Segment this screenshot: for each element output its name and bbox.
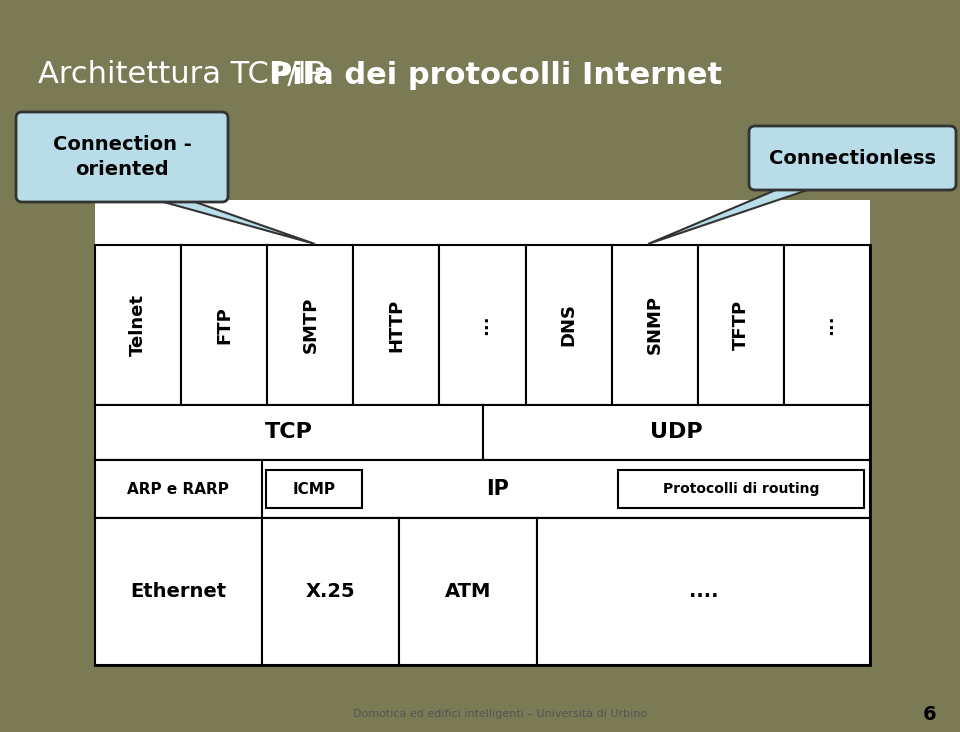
Text: X.25: X.25: [305, 582, 355, 601]
Text: TFTP: TFTP: [732, 300, 750, 350]
Text: ...: ...: [473, 315, 492, 335]
Bar: [95, 518, 262, 665]
Text: Domotica ed edifici intelligenti – Università di Urbino: Domotica ed edifici intelligenti – Unive…: [353, 709, 647, 720]
Bar: [538, 518, 870, 665]
Polygon shape: [142, 196, 315, 244]
Text: DNS: DNS: [560, 304, 578, 346]
Text: Ethernet: Ethernet: [131, 582, 227, 601]
Text: UDP: UDP: [650, 422, 703, 443]
Bar: [181, 245, 267, 405]
Bar: [618, 470, 864, 508]
Text: IP: IP: [487, 479, 510, 499]
Text: ARP e RARP: ARP e RARP: [128, 482, 229, 496]
Bar: [525, 245, 612, 405]
Bar: [267, 245, 353, 405]
Text: SNMP: SNMP: [646, 296, 663, 354]
Bar: [95, 245, 870, 665]
Bar: [698, 245, 784, 405]
Bar: [95, 460, 870, 518]
Text: Connection -
oriented: Connection - oriented: [53, 135, 191, 179]
Text: HTTP: HTTP: [388, 299, 405, 351]
Text: Connectionless: Connectionless: [769, 149, 936, 168]
Text: SMTP: SMTP: [301, 296, 320, 353]
Text: ...: ...: [818, 315, 836, 335]
Text: TCP: TCP: [265, 422, 313, 443]
Bar: [399, 518, 538, 665]
Text: Telnet: Telnet: [129, 294, 147, 356]
Bar: [784, 245, 870, 405]
Bar: [95, 460, 262, 518]
Text: Architettura TCP/IP: Architettura TCP/IP: [38, 61, 335, 89]
Bar: [440, 245, 525, 405]
Text: FTP: FTP: [215, 306, 233, 344]
Polygon shape: [648, 184, 826, 244]
Bar: [95, 405, 483, 460]
Text: ICMP: ICMP: [293, 482, 335, 496]
Bar: [262, 518, 399, 665]
Text: Pila dei protocolli Internet: Pila dei protocolli Internet: [270, 61, 722, 89]
Bar: [353, 245, 440, 405]
Bar: [612, 245, 698, 405]
FancyBboxPatch shape: [749, 126, 956, 190]
Text: ATM: ATM: [445, 582, 492, 601]
Bar: [95, 200, 870, 665]
Bar: [266, 470, 362, 508]
Bar: [95, 245, 181, 405]
Text: Protocolli di routing: Protocolli di routing: [662, 482, 819, 496]
Bar: [95, 518, 870, 665]
FancyBboxPatch shape: [16, 112, 228, 202]
Bar: [483, 405, 870, 460]
Text: ....: ....: [689, 582, 718, 601]
Text: 6: 6: [924, 704, 937, 723]
